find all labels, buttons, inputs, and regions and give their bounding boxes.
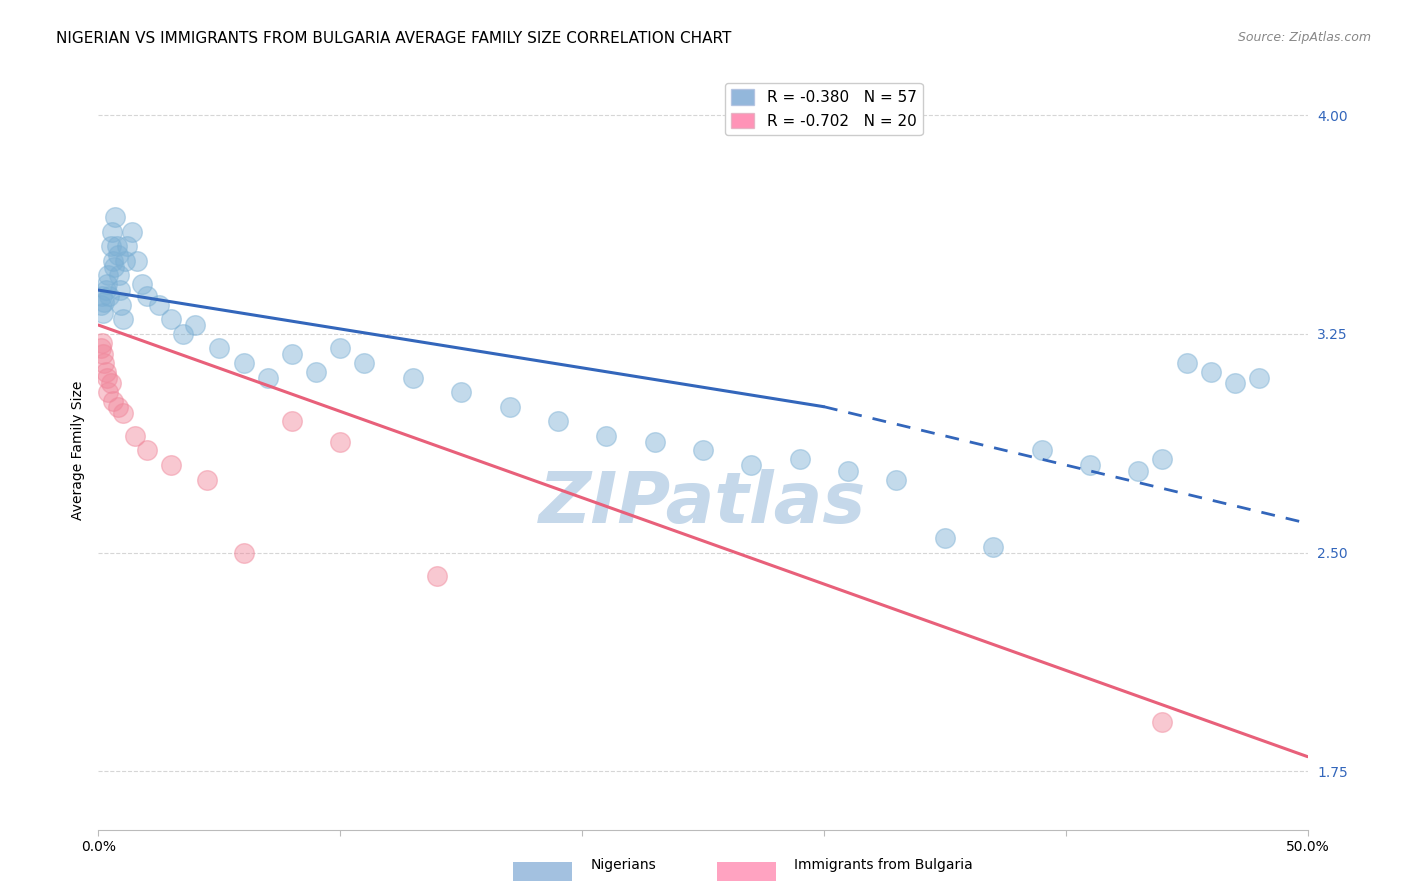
Point [281,347,304,361]
Point [148,298,170,312]
Point [97,268,120,283]
Point [329,434,352,449]
Point [195,473,218,487]
Point [644,434,666,449]
Point [305,365,328,379]
Point [97,385,120,400]
Point [135,289,157,303]
Point [981,540,1004,554]
Point [1152,714,1174,729]
Point [160,312,183,326]
Point [108,283,131,297]
Point [1223,376,1246,391]
Point [100,376,122,391]
Point [595,429,617,443]
Point [117,239,139,253]
Point [1031,443,1053,458]
Point [127,254,149,268]
Point [104,210,127,224]
Point [93,294,115,309]
Point [94,283,117,297]
Text: Immigrants from Bulgaria: Immigrants from Bulgaria [794,858,973,872]
Point [121,225,143,239]
Point [232,356,254,370]
Point [256,370,278,384]
Point [160,458,183,472]
Point [450,385,472,400]
Point [886,473,908,487]
Point [1078,458,1101,472]
Point [103,260,125,274]
Point [498,400,520,414]
Point [105,239,128,253]
Point [101,393,124,408]
Point [100,239,122,253]
Point [114,254,136,268]
Point [131,277,153,292]
Point [101,254,124,268]
Point [107,400,129,414]
Point [402,370,425,384]
Point [90,298,112,312]
Point [98,289,121,303]
Point [184,318,207,332]
Point [353,356,375,370]
Point [90,342,112,356]
Point [124,429,146,443]
Point [1249,370,1271,384]
Point [91,306,114,320]
Point [232,545,254,559]
Point [96,277,118,292]
Point [91,335,114,350]
Point [426,569,449,583]
Point [107,248,129,262]
Y-axis label: Average Family Size: Average Family Size [70,381,84,520]
Point [1152,452,1174,467]
Text: Nigerians: Nigerians [591,858,657,872]
Point [91,289,114,303]
Point [208,342,231,356]
Legend: R = -0.380   N = 57, R = -0.702   N = 20: R = -0.380 N = 57, R = -0.702 N = 20 [725,83,922,135]
Text: NIGERIAN VS IMMIGRANTS FROM BULGARIA AVERAGE FAMILY SIZE CORRELATION CHART: NIGERIAN VS IMMIGRANTS FROM BULGARIA AVE… [56,31,731,46]
Text: ZIPatlas: ZIPatlas [540,469,866,538]
Point [934,531,956,545]
Point [111,312,134,326]
Point [281,414,304,428]
Point [1128,464,1150,478]
Point [94,365,117,379]
Point [740,458,762,472]
Point [135,443,157,458]
Point [1175,356,1198,370]
Point [100,225,122,239]
Point [111,406,134,420]
Point [789,452,811,467]
Point [172,326,194,341]
Point [329,342,352,356]
Point [93,356,115,370]
Point [692,443,714,458]
Point [108,268,131,283]
Point [1199,365,1222,379]
Point [547,414,569,428]
Point [837,464,859,478]
Text: Source: ZipAtlas.com: Source: ZipAtlas.com [1237,31,1371,45]
Point [91,347,114,361]
Point [96,370,118,384]
Point [110,298,132,312]
